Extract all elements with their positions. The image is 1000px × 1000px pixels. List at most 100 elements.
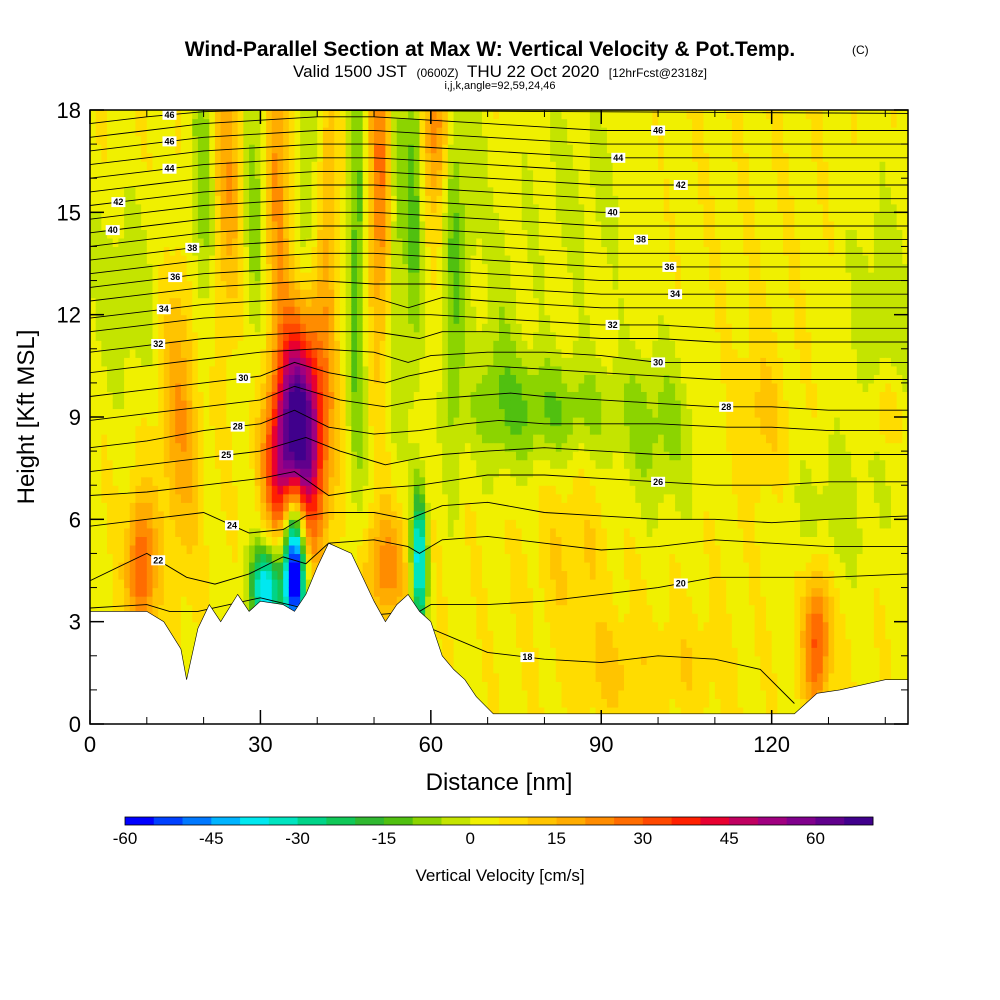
velocity-cell (180, 408, 188, 418)
velocity-cell (334, 434, 341, 444)
velocity-cell (425, 280, 432, 290)
velocity-cell (368, 161, 375, 171)
velocity-cell (141, 502, 148, 512)
velocity-cell (101, 331, 108, 341)
velocity-cell (447, 357, 455, 367)
velocity-cell (237, 493, 244, 503)
velocity-cell (442, 399, 449, 410)
velocity-cell (464, 502, 472, 512)
velocity-cell (464, 229, 472, 239)
velocity-cell (294, 229, 301, 239)
velocity-cell (107, 510, 114, 520)
velocity-cell (294, 527, 301, 537)
velocity-cell (396, 510, 404, 520)
velocity-cell (95, 289, 102, 299)
velocity-cell (249, 536, 256, 546)
velocity-cell (175, 280, 182, 290)
velocity-cell (362, 195, 369, 205)
velocity-cell (453, 254, 460, 265)
velocity-cell (283, 331, 290, 341)
velocity-cell (425, 220, 432, 230)
velocity-cell (311, 246, 318, 256)
velocity-cell (442, 502, 449, 512)
velocity-cell (124, 510, 131, 520)
velocity-cell (362, 519, 369, 529)
velocity-cell (368, 348, 375, 358)
velocity-cell (146, 323, 154, 333)
velocity-cell (186, 468, 193, 478)
velocity-cell (266, 442, 273, 452)
velocity-cell (459, 553, 466, 563)
velocity-cell (362, 570, 369, 580)
velocity-cell (277, 485, 284, 495)
velocity-cell (305, 272, 313, 282)
velocity-cell (249, 476, 256, 486)
velocity-cell (163, 229, 171, 239)
velocity-cell (271, 587, 279, 597)
velocity-cell (124, 391, 131, 401)
velocity-cell (118, 340, 125, 350)
velocity-cell (419, 195, 426, 205)
velocity-cell (197, 280, 205, 290)
velocity-cell (470, 655, 477, 665)
velocity-cell (442, 186, 449, 196)
velocity-cell (396, 425, 404, 435)
velocity-cell (158, 357, 165, 367)
velocity-cell (425, 553, 432, 563)
velocity-cell (146, 425, 154, 435)
velocity-cell (249, 314, 256, 324)
velocity-cell (277, 237, 284, 248)
velocity-cell (146, 587, 154, 597)
velocity-cell (226, 510, 233, 520)
velocity-cell (442, 553, 449, 563)
velocity-cell (90, 459, 97, 469)
velocity-cell (135, 391, 142, 401)
velocity-cell (220, 493, 227, 503)
velocity-cell (135, 596, 142, 606)
velocity-cell (237, 510, 244, 520)
velocity-cell (112, 331, 119, 341)
velocity-cell (419, 468, 426, 478)
velocity-cell (146, 186, 154, 196)
velocity-cell (237, 391, 244, 401)
velocity-cell (243, 348, 250, 358)
velocity-cell (374, 536, 381, 546)
velocity-cell (464, 655, 472, 665)
velocity-cell (368, 272, 375, 282)
velocity-cell (470, 510, 477, 520)
velocity-cell (447, 365, 455, 375)
velocity-cell (124, 493, 131, 503)
velocity-cell (419, 579, 426, 589)
velocity-cell (476, 195, 483, 205)
velocity-cell (90, 485, 97, 495)
velocity-cell (311, 425, 318, 435)
velocity-cell (311, 348, 318, 358)
velocity-cell (436, 374, 443, 384)
velocity-cell (214, 135, 222, 145)
velocity-cell (180, 272, 188, 282)
velocity-cell (356, 263, 364, 273)
velocity-cell (385, 476, 392, 486)
velocity-cell (356, 357, 364, 367)
velocity-cell (232, 237, 239, 248)
velocity-cell (339, 391, 347, 401)
velocity-cell (249, 229, 256, 239)
velocity-cell (334, 272, 341, 282)
velocity-cell (197, 579, 205, 589)
velocity-cell (203, 570, 210, 580)
velocity-cell (226, 297, 233, 307)
velocity-cell (135, 186, 142, 196)
velocity-cell (391, 434, 398, 444)
velocity-cell (300, 391, 307, 401)
velocity-cell (436, 135, 443, 145)
velocity-cell (249, 357, 256, 367)
velocity-cell (305, 459, 313, 469)
velocity-cell (459, 476, 466, 486)
velocity-cell (453, 417, 460, 427)
velocity-cell (356, 510, 364, 520)
velocity-cell (180, 451, 188, 461)
velocity-cell (402, 459, 409, 469)
velocity-cell (226, 570, 233, 580)
velocity-cell (214, 485, 222, 495)
velocity-cell (107, 468, 114, 478)
